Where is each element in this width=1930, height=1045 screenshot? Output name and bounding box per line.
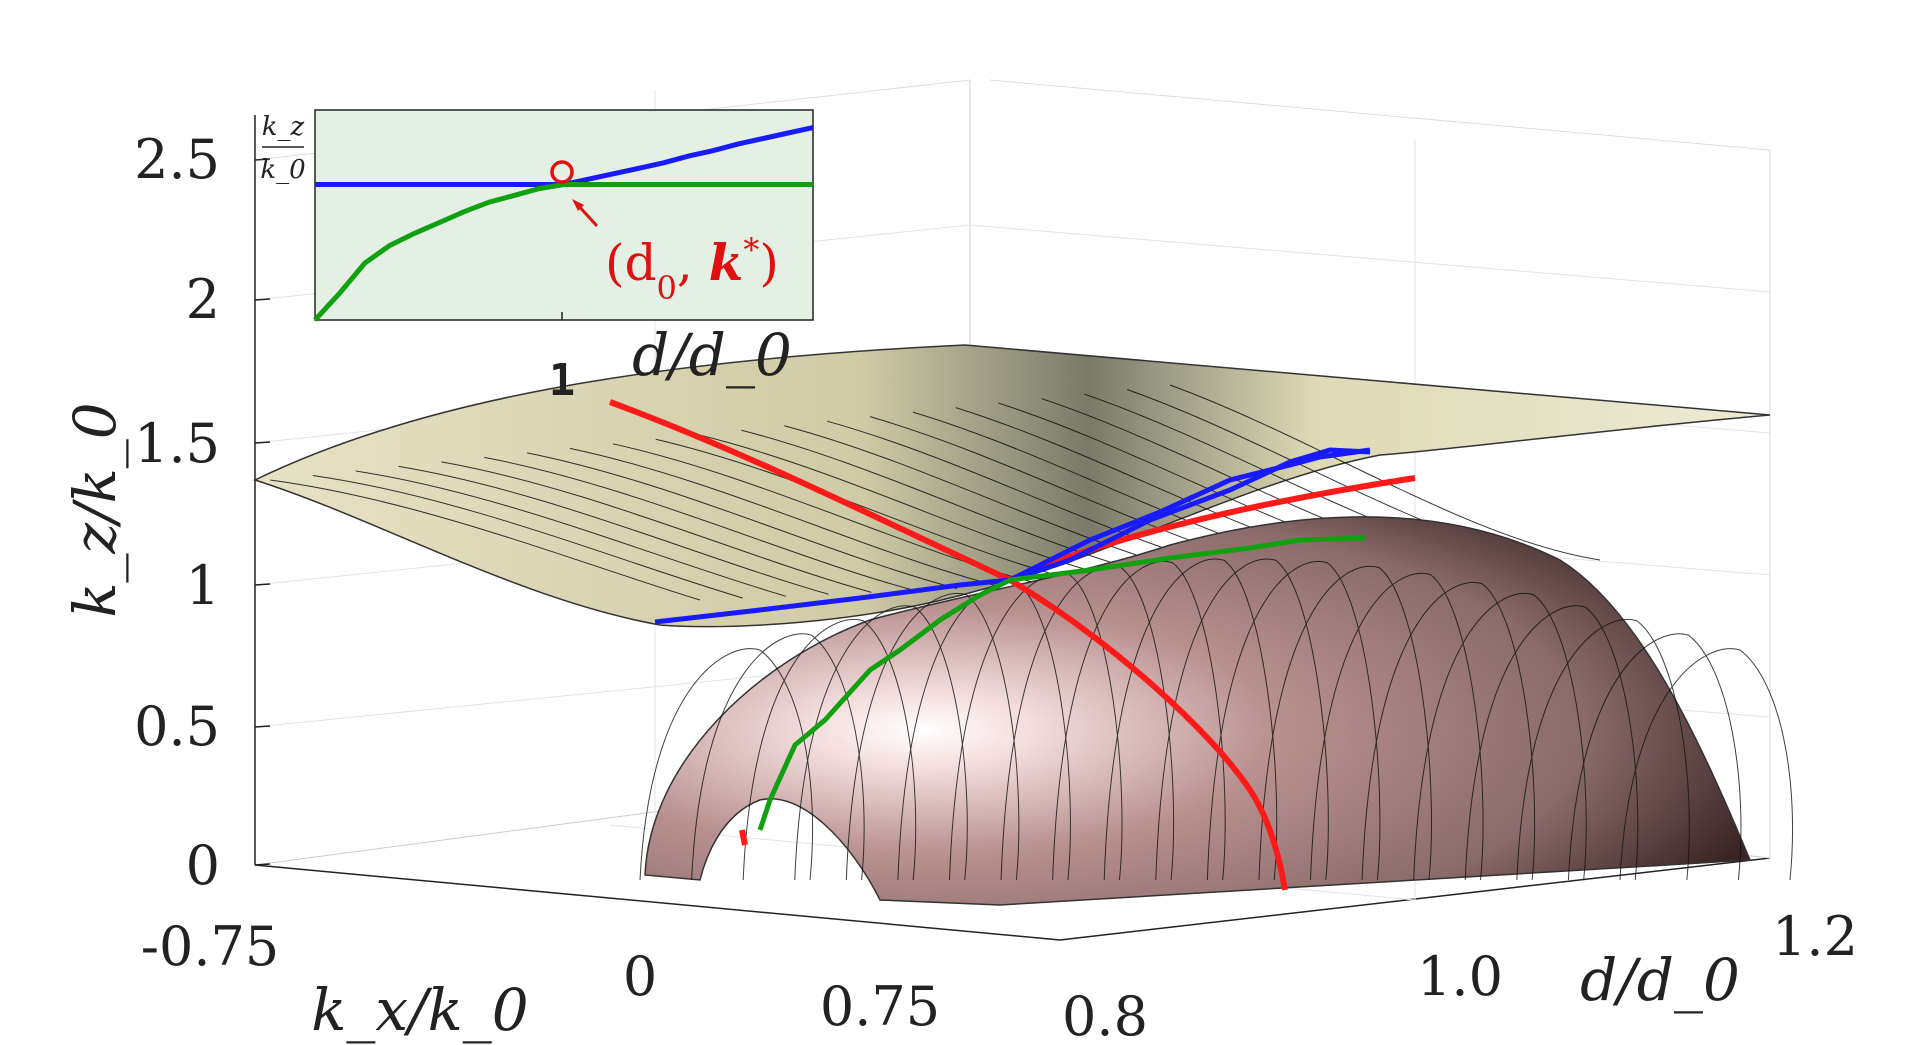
z-axis-label: k_z/k_0 — [61, 402, 129, 617]
lower-mesh-line — [1361, 581, 1536, 881]
inset-x-tick-label: 1 — [549, 355, 576, 406]
lower-mesh-line — [1155, 558, 1329, 881]
lower-mesh-line — [1206, 560, 1381, 881]
x-tick-0.75: 0.75 — [820, 975, 940, 1038]
inset-ylabel-den: k_0 — [260, 155, 305, 185]
inset-crossing-marker — [550, 160, 574, 184]
y-tick-0.8: 0.8 — [1062, 985, 1148, 1045]
lower-mesh-line — [742, 618, 917, 881]
inset: (d0, k*) k_z k_0 1 d/d_0 — [260, 109, 814, 406]
svg-text:k_z/k_0: k_z/k_0 — [61, 402, 129, 617]
x-tick--0.75: -0.75 — [141, 915, 279, 978]
lower-mesh-line — [1413, 592, 1587, 881]
lower-mesh-line — [1258, 565, 1432, 881]
z-tick-0: 0 — [186, 834, 220, 897]
x-axis-label: k_x/k_0 — [311, 976, 528, 1044]
lower-mesh-line — [639, 648, 814, 881]
upper-mesh-line — [441, 461, 872, 593]
y-tick-1.0: 1.0 — [1417, 945, 1503, 1008]
z-axis-ticks — [254, 158, 271, 866]
z-tick-2.5: 2.5 — [134, 128, 220, 191]
lower-mesh-line — [1310, 572, 1484, 881]
upper-mesh-line — [269, 479, 701, 601]
lower-mesh-line — [1516, 618, 1690, 881]
z-tick-1.5: 1.5 — [134, 412, 220, 475]
inset-xlabel: d/d_0 — [632, 321, 792, 389]
lower-mesh-line — [1103, 558, 1278, 881]
upper-mesh-line — [484, 456, 915, 591]
blue-curve — [654, 447, 1371, 625]
red-curve — [608, 399, 1288, 891]
inset-arrow-head — [572, 199, 584, 211]
lower-mesh-line — [1052, 560, 1226, 881]
upper-mesh-line — [527, 452, 958, 590]
z-tick-1: 1 — [186, 554, 220, 617]
inset-green-line — [313, 182, 813, 322]
lower-mesh-line — [691, 633, 865, 881]
upper-mesh-line — [1169, 384, 1601, 561]
lower-mesh-line — [794, 605, 968, 881]
upper-mesh-line — [312, 474, 744, 599]
upper-mesh-line — [698, 434, 1129, 582]
lower-mesh-line — [1619, 648, 1794, 881]
upper-mesh-line — [398, 465, 829, 595]
upper-surface — [252, 344, 1771, 628]
inset-ylabel-num: k_z — [262, 112, 305, 142]
lower-mesh-line — [845, 592, 1020, 881]
inset-annotation: (d0, k*) — [605, 231, 779, 307]
upper-mesh-line — [569, 447, 1001, 588]
red-curve-right — [1008, 475, 1416, 583]
y-axis-label: d/d_0 — [1580, 946, 1740, 1014]
blue-curve-upper — [1008, 447, 1371, 583]
y-tick-1.2: 1.2 — [1772, 905, 1858, 968]
z-tick-0.5: 0.5 — [134, 695, 220, 758]
upper-mesh-line — [355, 470, 786, 597]
z-tick-2: 2 — [186, 268, 220, 331]
lower-surface — [639, 516, 1794, 906]
x-tick-0: 0 — [623, 945, 657, 1008]
green-curve — [757, 535, 1366, 831]
red-curve-tip — [739, 829, 748, 846]
lower-mesh-line — [1567, 633, 1742, 881]
